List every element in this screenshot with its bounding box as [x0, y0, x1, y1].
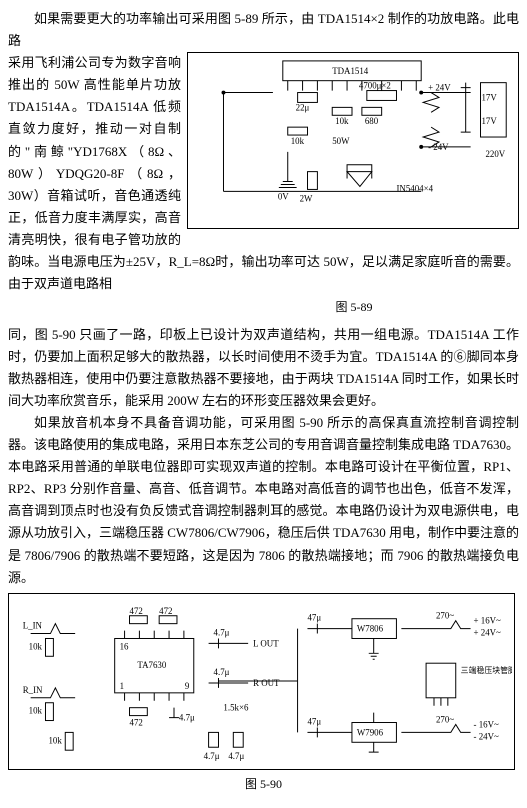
svg-text:270~: 270~ — [436, 714, 454, 724]
svg-text:L_IN: L_IN — [23, 620, 43, 630]
svg-text:10k: 10k — [29, 641, 43, 651]
svg-text:22μ: 22μ — [296, 103, 310, 113]
svg-text:4.7μ: 4.7μ — [179, 712, 195, 722]
svg-text:4700μ×2: 4700μ×2 — [359, 81, 391, 91]
svg-text:270~: 270~ — [436, 610, 454, 620]
figure-5-90: TA7630 16 1 9 472 472 472 L_IN 10k R_IN … — [8, 593, 515, 770]
svg-text:W7806: W7806 — [357, 623, 384, 633]
svg-text:R OUT: R OUT — [253, 678, 280, 688]
figure-5-90-caption: 图 5-90 — [8, 774, 519, 794]
svg-text:- 24V~: - 24V~ — [474, 731, 499, 741]
svg-text:三端稳压块管脚图: 三端稳压块管脚图 — [461, 665, 512, 675]
svg-text:47μ: 47μ — [307, 612, 321, 622]
paragraph-1-post: 同，图 5-90 只画了一路，印板上已设计为双声道结构，共用一组电源。TDA15… — [8, 324, 519, 412]
svg-text:4.7μ: 4.7μ — [204, 751, 220, 761]
svg-text:4.7μ: 4.7μ — [228, 751, 244, 761]
paragraph-1-pre: 如果需要更大的功率输出可采用图 5-89 所示，由 TDA1514×2 制作的功… — [8, 8, 519, 52]
svg-text:472: 472 — [130, 606, 143, 616]
svg-text:1.5k×6: 1.5k×6 — [223, 702, 249, 712]
svg-text:1: 1 — [120, 681, 124, 691]
figure-5-89-caption: 图 5-89 — [189, 297, 519, 317]
svg-text:472: 472 — [159, 606, 172, 616]
svg-text:2W: 2W — [300, 193, 313, 203]
svg-text:W7906: W7906 — [357, 727, 384, 737]
svg-text:TA7630: TA7630 — [137, 660, 166, 670]
svg-text:680: 680 — [365, 116, 379, 126]
svg-text:+ 24V~: + 24V~ — [474, 627, 502, 637]
figure-5-89: TDA1514 22μ 4700μ×2 + 24V 10k 680 10k 50… — [187, 52, 519, 229]
svg-text:+ 24V: + 24V — [428, 83, 451, 93]
svg-text:0V: 0V — [278, 191, 289, 201]
svg-text:IN5404×4: IN5404×4 — [396, 184, 433, 194]
chip-label: TDA1514 — [332, 66, 369, 76]
svg-text:17V: 17V — [482, 116, 498, 126]
svg-text:L OUT: L OUT — [253, 638, 279, 648]
svg-text:472: 472 — [130, 717, 143, 727]
paragraph-2: 如果放音机本身不具备音调功能，可采用图 5-90 所示的高保真直流控制音调控制器… — [8, 412, 519, 589]
svg-text:4.7μ: 4.7μ — [214, 667, 230, 677]
svg-text:16: 16 — [120, 641, 129, 651]
svg-text:- 16V~: - 16V~ — [474, 719, 499, 729]
svg-text:10k: 10k — [29, 705, 43, 715]
svg-text:50W: 50W — [332, 136, 350, 146]
svg-text:10k: 10k — [48, 735, 62, 745]
svg-text:220V: 220V — [485, 149, 505, 159]
svg-text:10k: 10k — [335, 116, 349, 126]
svg-text:17V: 17V — [482, 93, 498, 103]
svg-text:R_IN: R_IN — [23, 685, 43, 695]
svg-text:47μ: 47μ — [307, 716, 321, 726]
svg-text:9: 9 — [185, 681, 190, 691]
svg-text:4.7μ: 4.7μ — [214, 627, 230, 637]
svg-text:10k: 10k — [291, 136, 305, 146]
